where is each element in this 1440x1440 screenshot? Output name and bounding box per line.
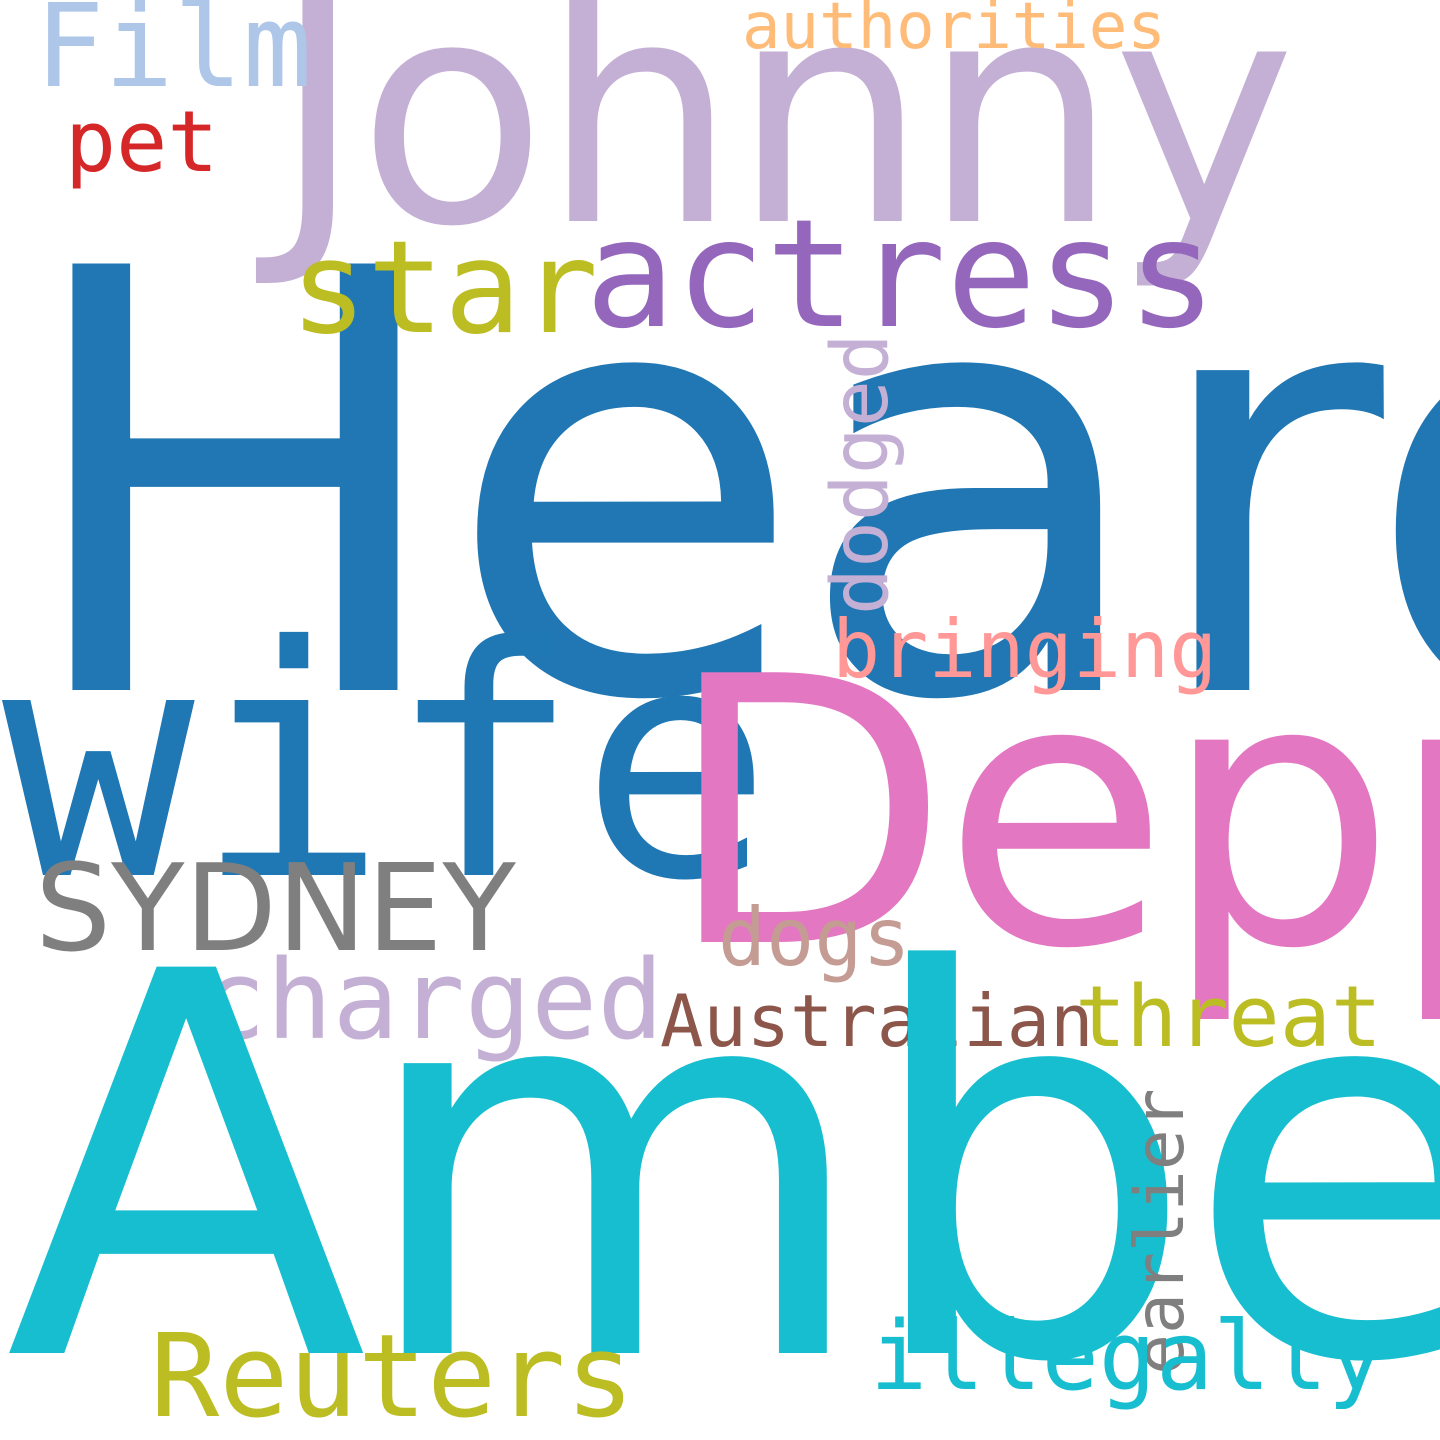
word-amber: Amber <box>5 861 1440 1440</box>
word-authorities: authorities <box>742 0 1166 64</box>
word-star: star <box>290 214 599 363</box>
word-dodged: dodged <box>816 333 906 615</box>
word-film: Film <box>35 0 312 114</box>
word-threat: threat <box>1075 968 1383 1067</box>
word-actress: actress <box>585 188 1218 362</box>
word-sydney: SYDNEY <box>35 840 516 979</box>
word-johnny: Johnny <box>272 0 1296 295</box>
word-bringing: bringing <box>832 603 1218 696</box>
word-australian: Australian <box>660 979 1094 1063</box>
word-wife: wife <box>2 579 773 951</box>
word-illegally: illegally <box>870 1302 1385 1412</box>
word-pet: pet <box>65 93 219 192</box>
word-depp: Depp <box>665 600 1440 1030</box>
word-charged: charged <box>200 936 664 1064</box>
word-heard: Heard <box>15 147 1440 828</box>
word-dogs: dogs <box>718 891 911 984</box>
word-reuters: Reuters <box>150 1310 635 1440</box>
